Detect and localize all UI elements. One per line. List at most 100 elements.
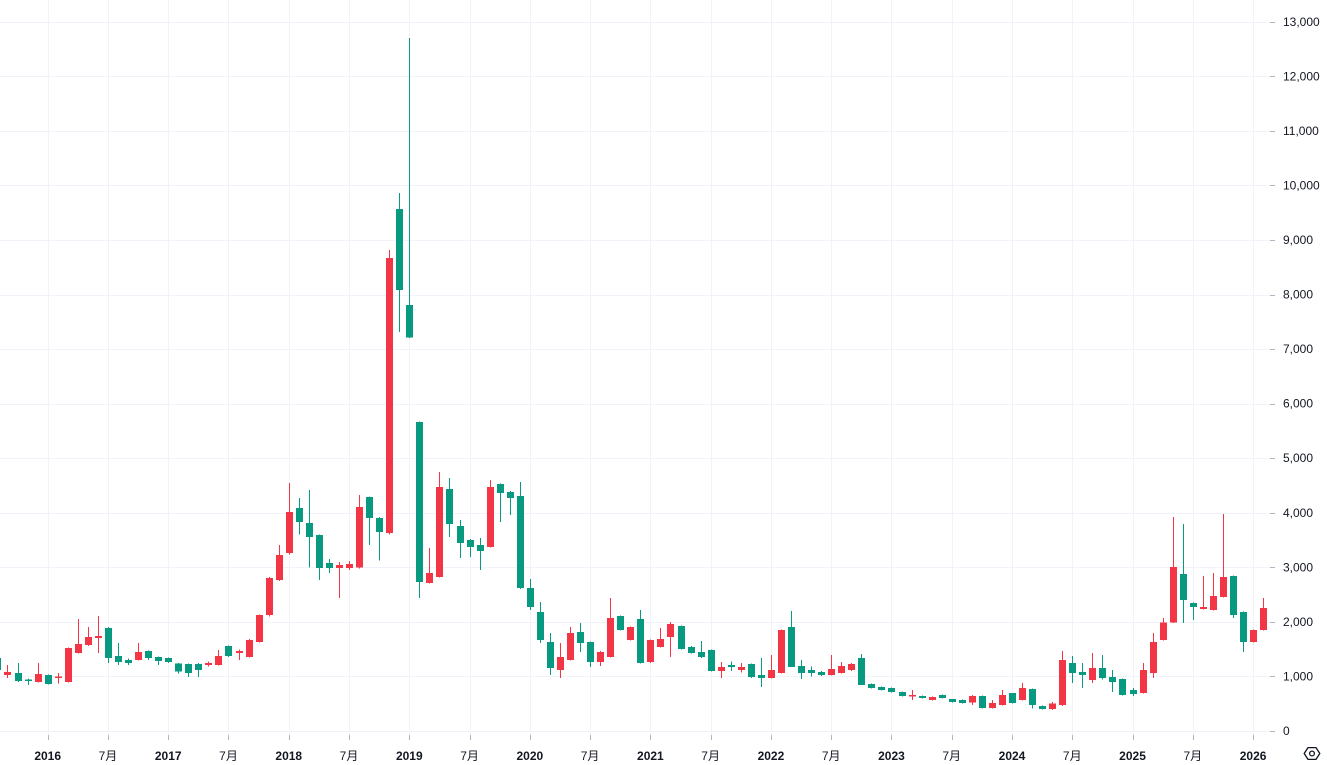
candle-body — [1140, 670, 1147, 693]
candle-body — [818, 671, 825, 675]
time-axis-year-label: 2016 — [34, 749, 61, 763]
candle-body — [115, 655, 122, 662]
candle-body — [155, 656, 162, 662]
candle — [1160, 618, 1167, 641]
candle — [999, 689, 1006, 706]
candle-body — [1039, 706, 1046, 710]
candle — [607, 598, 614, 658]
candle-body — [1009, 692, 1016, 704]
candle-body — [848, 664, 855, 671]
candle-body — [316, 535, 323, 568]
candle — [627, 626, 634, 641]
price-axis[interactable]: 0 1,000 2,000 3,000 4,000 5,000 6,000 7,000 8,00… — [1283, 15, 1320, 738]
candle-body — [286, 511, 293, 554]
candle-body — [256, 615, 263, 643]
candle-body — [55, 676, 62, 679]
candle-body — [657, 639, 664, 647]
candle-body — [999, 694, 1006, 705]
candle-body — [366, 496, 373, 518]
candle — [758, 658, 765, 687]
candle — [95, 615, 102, 653]
candle — [637, 610, 644, 664]
candle-body — [1099, 667, 1106, 679]
price-axis-label: 0 — [1283, 724, 1290, 738]
time-axis[interactable]: 2016 7月 2017 7月 2018 7月 2019 7月 2020 7月 2021 7月 2022… — [34, 749, 1266, 763]
candle-body — [517, 495, 524, 589]
candle — [175, 662, 182, 674]
candle — [768, 655, 775, 679]
candle — [85, 626, 92, 646]
candle — [899, 691, 906, 697]
candle — [467, 538, 474, 557]
candle — [698, 640, 705, 658]
candle-body — [778, 629, 785, 674]
price-axis-label: 7,000 — [1283, 342, 1313, 356]
candle-body — [929, 697, 936, 701]
candle — [286, 483, 293, 555]
candle — [678, 625, 685, 650]
candle — [1009, 692, 1016, 704]
candle — [507, 490, 514, 515]
candle — [246, 638, 253, 658]
candle-body — [165, 658, 172, 662]
candle — [848, 662, 855, 671]
candle-body — [597, 652, 604, 662]
candle-body — [246, 640, 253, 657]
candle-body — [878, 686, 885, 690]
candle-body — [919, 695, 926, 698]
candle-body — [888, 688, 895, 692]
candle — [416, 421, 423, 598]
candle-body — [537, 612, 544, 641]
candle — [527, 579, 534, 611]
candle-body — [497, 483, 504, 493]
candle-body — [1150, 642, 1157, 674]
time-axis-year-label: 2024 — [999, 749, 1026, 763]
candle-body — [336, 565, 343, 568]
price-axis-label: 2,000 — [1283, 615, 1313, 629]
candle — [0, 657, 1, 670]
candle — [728, 661, 735, 671]
candle-body — [758, 674, 765, 679]
candle — [909, 689, 916, 701]
time-axis-month-label: 7月 — [219, 749, 238, 763]
candle — [989, 700, 996, 709]
candle-body — [969, 696, 976, 703]
candle-body — [1180, 574, 1187, 601]
candle-body — [939, 694, 946, 698]
candle-body — [547, 642, 554, 668]
scale-settings-button[interactable] — [1297, 745, 1321, 763]
candle — [1260, 598, 1267, 631]
candle — [25, 678, 32, 685]
candle — [1180, 523, 1187, 623]
candle — [195, 662, 202, 677]
candle — [236, 649, 243, 661]
candle-body — [45, 674, 52, 685]
candle — [215, 649, 222, 666]
candle — [979, 695, 986, 709]
candle — [577, 622, 584, 653]
candle-body — [376, 517, 383, 532]
candle — [497, 483, 504, 523]
time-axis-year-label: 2017 — [155, 749, 182, 763]
candle — [165, 657, 172, 663]
candle — [838, 661, 845, 674]
price-axis-label: 5,000 — [1283, 451, 1313, 465]
candle-body — [95, 636, 102, 638]
candle — [426, 547, 433, 584]
candle-body — [607, 618, 614, 657]
candle-body — [1109, 676, 1116, 683]
candle-body — [1029, 688, 1036, 705]
candle — [587, 641, 594, 668]
candle — [718, 661, 725, 679]
candle — [1039, 705, 1046, 710]
candle-body — [467, 540, 474, 547]
candle — [939, 694, 946, 699]
price-axis-label: 3,000 — [1283, 560, 1313, 574]
candle — [557, 643, 564, 679]
candle-body — [65, 647, 72, 683]
candle-body — [75, 643, 82, 653]
candle-body — [266, 577, 273, 616]
time-axis-month-label: 7月 — [460, 749, 479, 763]
time-axis-month-label: 7月 — [1183, 749, 1202, 763]
